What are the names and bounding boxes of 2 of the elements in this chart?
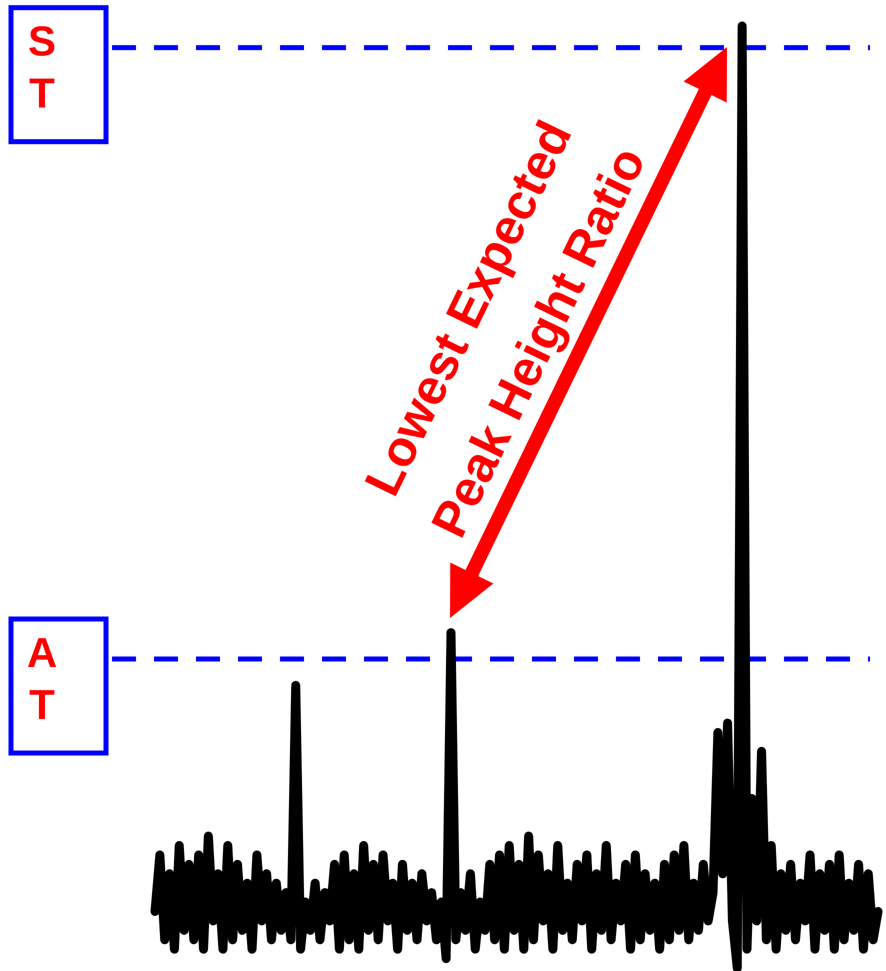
- ref-line-label: ST: [28, 18, 56, 117]
- ref-line-label: AT: [26, 629, 58, 728]
